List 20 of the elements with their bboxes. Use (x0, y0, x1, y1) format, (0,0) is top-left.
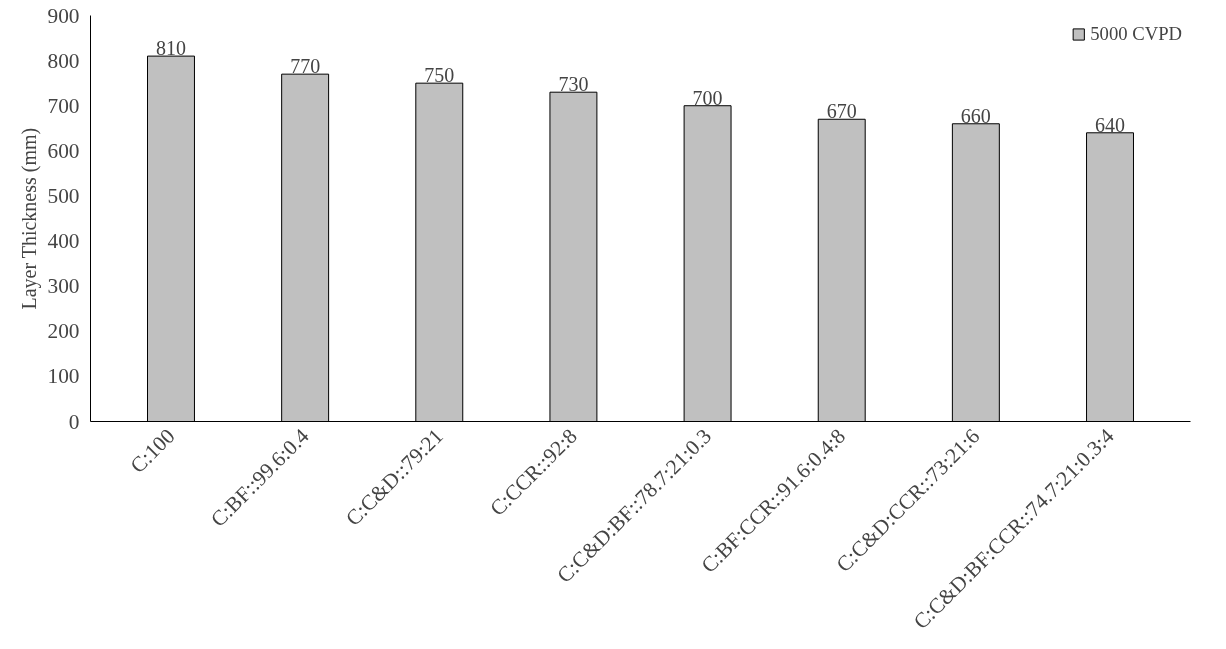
y-tick-label: 300 (47, 274, 80, 299)
y-tick-label: 0 (68, 409, 80, 434)
y-tick-label: 200 (47, 319, 80, 344)
data-label: 730 (558, 73, 589, 96)
data-label: 700 (692, 86, 723, 109)
data-label: 770 (290, 55, 321, 78)
data-label: 660 (960, 104, 991, 127)
y-tick-label: 700 (47, 93, 80, 118)
data-label: 750 (424, 64, 455, 87)
y-axis-title: Layer Thickness (mm) (17, 127, 41, 310)
data-label: 810 (155, 37, 186, 60)
y-tick-label: 900 (47, 3, 80, 28)
legend-label: 5000 CVPD (1090, 23, 1182, 45)
y-tick-label: 100 (47, 364, 80, 389)
y-tick-label: 400 (47, 229, 80, 254)
y-tick-label: 600 (47, 138, 80, 163)
y-tick-label: 800 (47, 48, 80, 73)
data-label: 640 (1095, 113, 1126, 136)
data-label: 670 (826, 100, 857, 123)
y-tick-label: 500 (47, 183, 80, 208)
